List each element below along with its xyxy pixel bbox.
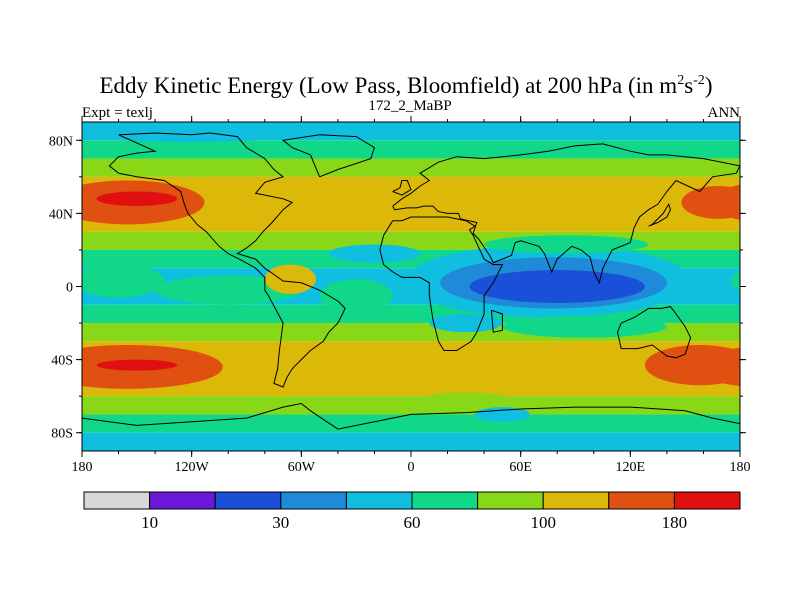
contour-tropical-pacific-green <box>730 271 740 291</box>
y-tick-label-4: 80S <box>51 427 73 442</box>
contour-north-pacific-jet-east <box>681 185 740 219</box>
x-tick-label-5: 120E <box>616 460 646 475</box>
contour-southern-africa-cyan <box>429 313 503 333</box>
colorbar: 10 30 60 100 180 <box>83 491 741 532</box>
colorbar-box-5 <box>411 491 479 510</box>
contour-north-pacific-jet-core <box>96 191 178 207</box>
colorbar-box-0 <box>83 491 151 510</box>
contour-south-indian-green <box>502 315 667 338</box>
contour-tropical-america-yellow <box>264 264 316 294</box>
zonal-band-10 <box>82 396 740 415</box>
x-tick-label-2: 60W <box>288 460 316 475</box>
subtitle-right: ANN <box>708 105 741 121</box>
x-tick-label-3: 0 <box>408 460 415 475</box>
contour-arctic-green <box>374 143 594 159</box>
colorbar-box-9 <box>673 491 741 510</box>
coastline-5 <box>82 402 740 430</box>
colorbar-box-4 <box>345 491 413 510</box>
contour-tropical-pacific-green <box>82 264 165 298</box>
y-tick-label-1: 40N <box>49 207 73 222</box>
subtitle-center: 172_2_MaBP <box>368 98 451 114</box>
colorbar-label-3: 100 <box>530 513 556 532</box>
y-tick-label-0: 80N <box>49 134 73 149</box>
contour-south-pacific-jet-west <box>82 351 97 379</box>
contour-indian-ocean-deep <box>469 270 645 303</box>
colorbar-label-4: 180 <box>662 513 688 532</box>
colorbar-box-3 <box>280 491 347 510</box>
subtitle-left: Expt = texlj <box>82 105 153 121</box>
contour-south-pacific-jet-core <box>96 359 178 371</box>
colorbar-label-1: 30 <box>272 513 289 532</box>
contour-arctic-cyan <box>82 122 302 143</box>
y-tick-label-2: 0 <box>66 281 73 296</box>
coastlines <box>82 132 740 430</box>
colorbar-box-8 <box>608 491 675 510</box>
coastline-8 <box>490 309 503 333</box>
zonal-band-11 <box>82 414 740 433</box>
coastline-0 <box>108 132 346 388</box>
colorbar-box-2 <box>214 491 282 510</box>
x-tick-label-1: 120W <box>175 460 210 475</box>
contour-map <box>82 122 740 451</box>
zonal-band-2 <box>82 158 740 177</box>
coastline-1 <box>379 216 504 351</box>
contour-tropical-atlantic-low <box>328 244 421 263</box>
x-tick-label-6: 180 <box>730 460 751 475</box>
colorbar-box-6 <box>477 491 544 510</box>
colorbar-box-7 <box>542 491 610 510</box>
x-tick-label-4: 60E <box>509 460 532 475</box>
axes: 180 120W 60W 0 60E 120E 180 80N 40N 0 40S 80S <box>49 116 751 475</box>
chart-title: Eddy Kinetic Energy (Low Pass, Bloomfiel… <box>100 73 713 98</box>
x-tick-label-0: 180 <box>72 460 93 475</box>
contour-asia-green <box>484 235 649 254</box>
coastline-3 <box>616 306 692 359</box>
coastline-2 <box>392 143 740 285</box>
coastline-4 <box>281 134 375 178</box>
colorbar-box-1 <box>149 491 216 510</box>
contour-north-pacific-jet-east <box>82 189 97 216</box>
contour-south-pacific-jet-west <box>644 344 740 386</box>
contour-west-africa-green <box>319 279 393 313</box>
colorbar-label-2: 60 <box>404 513 421 532</box>
coastline-7 <box>648 203 672 227</box>
zonal-band-12 <box>82 432 740 451</box>
coastline-6 <box>392 180 412 196</box>
y-tick-label-3: 40S <box>51 354 73 369</box>
colorbar-label-0: 10 <box>141 513 158 532</box>
